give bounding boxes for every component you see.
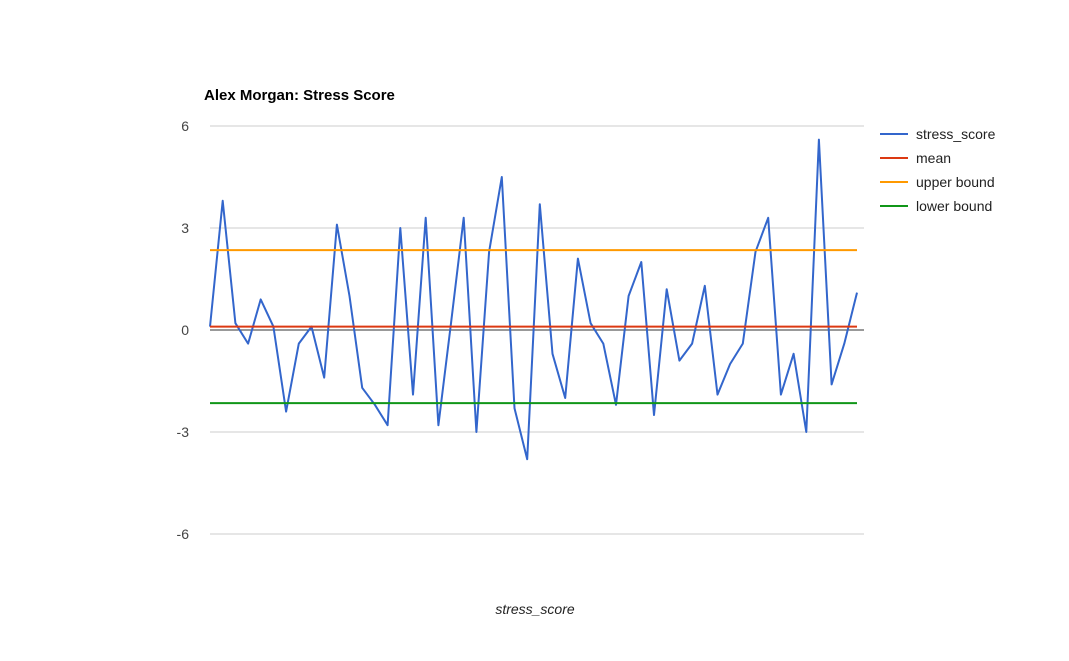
x-axis-title: stress_score <box>495 601 575 617</box>
series-line-stress-score <box>209 138 858 461</box>
y-tick-label: 6 <box>181 118 189 134</box>
y-axis-ticks: 6 3 0 -3 -6 <box>177 118 190 542</box>
series-lines <box>209 138 858 461</box>
y-tick-label: -3 <box>177 424 190 440</box>
y-tick-label: 3 <box>181 220 189 236</box>
legend-label-stress-score: stress_score <box>916 126 996 142</box>
gridlines <box>210 125 864 535</box>
chart-title: Alex Morgan: Stress Score <box>204 87 395 104</box>
y-tick-label: -6 <box>177 526 190 542</box>
y-tick-label: 0 <box>181 322 189 338</box>
legend-label-mean: mean <box>916 150 951 166</box>
legend-label-upper-bound: upper bound <box>916 174 995 190</box>
legend-label-lower-bound: lower bound <box>916 198 992 214</box>
